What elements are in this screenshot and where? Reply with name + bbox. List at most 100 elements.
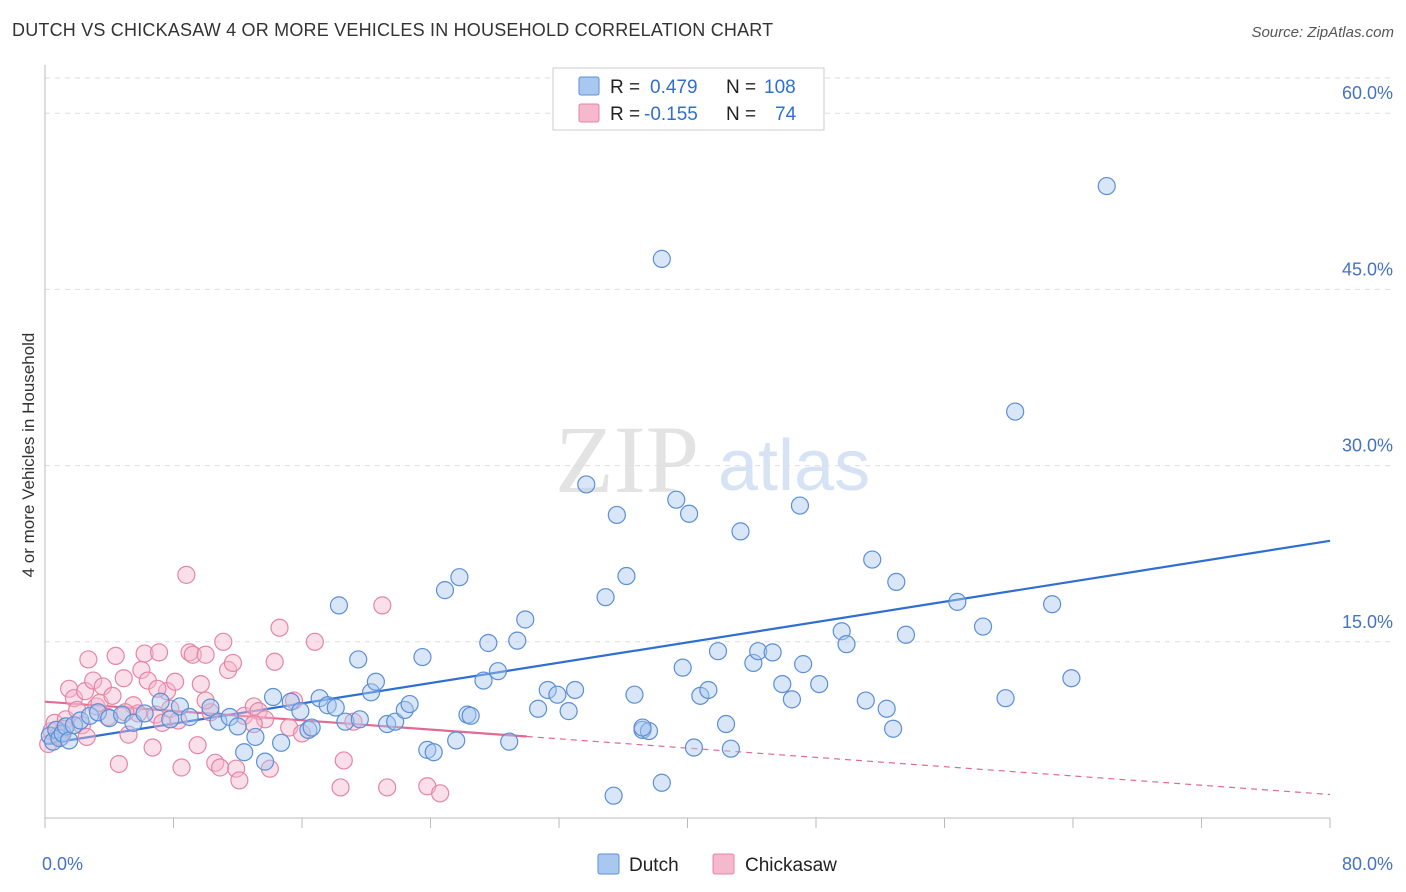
dutch-point — [302, 718, 321, 737]
gridlines — [45, 77, 1395, 643]
dutch-point — [617, 566, 636, 586]
axes — [44, 65, 1331, 828]
dutch-point — [559, 702, 578, 721]
legend-chickasaw-r-value: -0.155 — [644, 104, 698, 125]
dutch-point — [246, 727, 265, 747]
dutch-point — [716, 714, 736, 734]
legend-dutch-swatch — [578, 76, 600, 96]
x-tick-label-max: 80.0% — [1342, 854, 1393, 874]
dutch-point — [361, 683, 381, 702]
legend-dutch-n-value: 108 — [764, 77, 796, 98]
dutch-point — [474, 671, 493, 690]
dutch-point — [424, 743, 443, 762]
dutch-point — [948, 592, 967, 611]
chickasaw-point — [255, 710, 275, 729]
dutch-point — [996, 689, 1015, 708]
dutch-point — [366, 672, 385, 691]
dutch-point — [1043, 595, 1062, 614]
dutch-point — [201, 698, 220, 717]
y-tick-label: 15.0% — [1342, 612, 1393, 632]
dutch-point — [326, 698, 345, 717]
chickasaw-point — [177, 565, 196, 584]
dutch-point — [336, 712, 355, 731]
dutch-point — [529, 699, 548, 718]
dutch-point — [299, 720, 318, 740]
legend-dutch-r-value: 0.479 — [650, 77, 698, 98]
chickasaw-point — [210, 758, 230, 777]
chickasaw-point — [149, 643, 169, 662]
dutch-point — [88, 703, 108, 722]
dutch-point — [652, 773, 671, 792]
chickasaw-point — [109, 754, 128, 774]
dutch-point — [488, 662, 508, 681]
dutch-point — [180, 707, 199, 727]
dutch-point — [790, 496, 810, 515]
chickasaw-point — [331, 778, 350, 797]
dutch-point — [135, 704, 154, 723]
dutch-point — [151, 692, 170, 711]
dutch-point — [731, 522, 750, 541]
dutch-point — [763, 643, 782, 662]
chickasaw-point — [214, 632, 233, 651]
bottom-legend-dutch-label: Dutch — [629, 855, 679, 876]
x-tick-label-min: 0.0% — [42, 854, 83, 874]
dutch-point — [837, 635, 856, 654]
dutch-point — [607, 505, 626, 525]
dutch-point — [71, 711, 90, 730]
y-axis-label: 4 or more Vehicles in Household — [19, 333, 38, 578]
dutch-point — [548, 685, 567, 704]
chickasaw-point — [188, 736, 207, 755]
dutch-point — [1006, 402, 1025, 421]
chickasaw-point — [119, 725, 138, 744]
dutch-point — [329, 596, 349, 615]
dutch-point — [209, 712, 228, 731]
chickasaw-points — [39, 565, 450, 803]
chickasaw-point — [64, 689, 84, 708]
chickasaw-point — [129, 704, 148, 723]
chickasaw-point — [191, 674, 210, 694]
dutch-point — [1097, 176, 1116, 196]
dutch-point — [281, 692, 300, 711]
dutch-point — [883, 719, 903, 738]
dutch-point — [413, 647, 432, 667]
chickasaw-point — [305, 632, 324, 651]
legend-dutch-r-label: R = — [610, 77, 640, 98]
dutch-point — [877, 699, 896, 718]
chickasaw-point — [373, 596, 392, 615]
dutch-point — [263, 687, 283, 707]
dutch-point — [721, 739, 740, 758]
dutch-point — [235, 743, 254, 762]
dutch-point — [856, 691, 875, 710]
dutch-point — [887, 572, 906, 592]
chickasaw-point — [59, 679, 79, 698]
y-tick-label: 30.0% — [1342, 436, 1393, 456]
chickasaw-point — [223, 653, 243, 673]
dutch-point — [744, 653, 763, 673]
dutch-point — [773, 674, 792, 694]
chickasaw-point — [106, 646, 125, 666]
dutch-points — [40, 176, 1116, 805]
y-tick-label: 45.0% — [1342, 259, 1393, 279]
dutch-point — [684, 738, 704, 757]
chickasaw-point — [114, 669, 133, 688]
dutch-point — [228, 717, 247, 736]
dutch-point — [447, 731, 466, 750]
chickasaw-point — [196, 645, 215, 664]
chickasaw-point — [103, 686, 122, 705]
dutch-point — [461, 706, 480, 725]
dutch-point — [272, 733, 291, 752]
dutch-point — [625, 685, 644, 704]
dutch-point — [896, 625, 916, 644]
dutch-point — [794, 655, 813, 674]
dutch-point — [450, 568, 469, 587]
bottom-legend-chickasaw-swatch — [712, 853, 735, 875]
y-tick-label: 60.0% — [1342, 83, 1393, 103]
chickasaw-point — [378, 778, 397, 797]
legend-chickasaw-n-value: 74 — [775, 104, 797, 125]
dutch-point — [500, 732, 519, 751]
chickasaw-point — [93, 677, 112, 696]
bottom-legend-chickasaw-label: Chickasaw — [745, 855, 837, 876]
dutch-point — [782, 690, 802, 709]
legend-chickasaw-r-label: R = — [610, 104, 640, 125]
dutch-point — [386, 712, 405, 731]
